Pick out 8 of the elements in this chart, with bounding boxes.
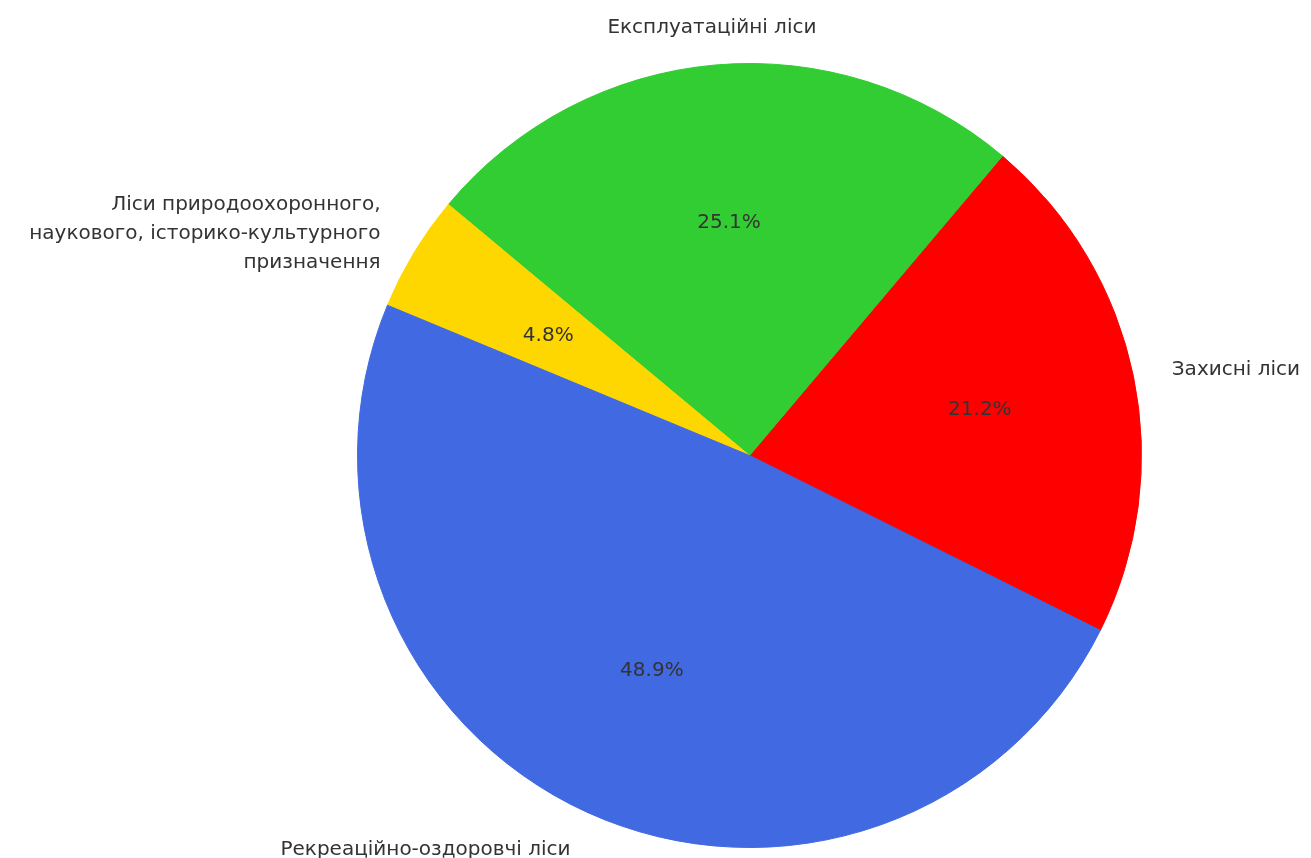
slice-label: Захисні ліси (1171, 356, 1301, 381)
data-label: 21.2% (948, 395, 1012, 420)
data-label: 4.8% (522, 321, 574, 346)
slice-label: Рекреаційно-оздоровчі ліси (280, 835, 571, 858)
slice-label: Ліси природоохоронного, наукового, історико-культурного призначення (29, 191, 381, 274)
slice-label: Експлуатаційні ліси (607, 13, 817, 38)
data-label: 48.9% (620, 657, 684, 682)
data-label: 25.1% (697, 209, 761, 234)
